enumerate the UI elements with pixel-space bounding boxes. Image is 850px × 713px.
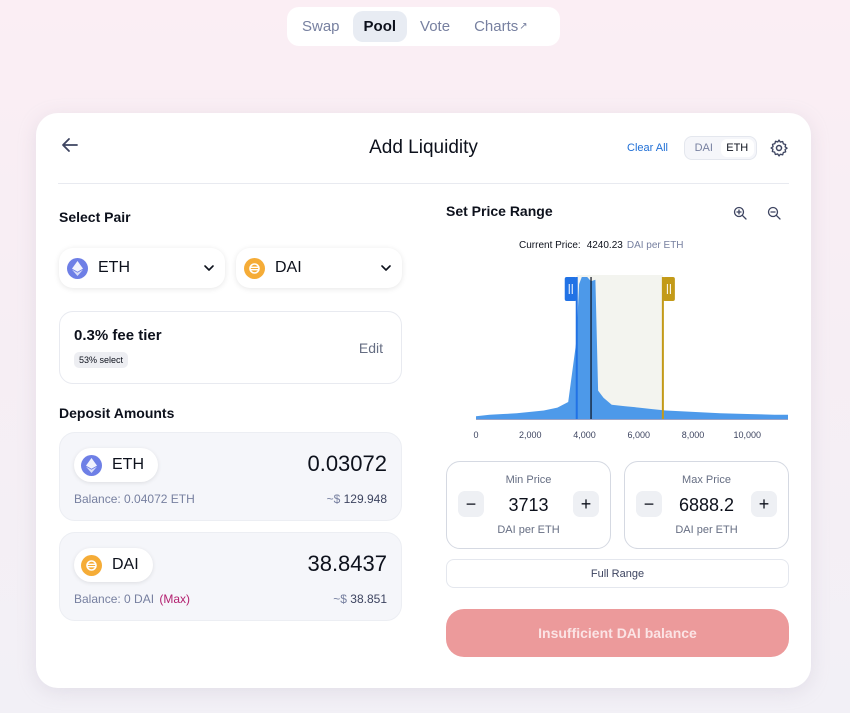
min-price-handle[interactable] [564,277,577,301]
page-title: Add Liquidity [369,137,478,158]
clear-all-button[interactable]: Clear All [627,142,668,154]
x-tick-label: 10,000 [734,430,762,440]
nav-charts[interactable]: Charts ↗ [463,11,539,42]
max-price-increment-button[interactable]: + [751,491,777,517]
max-price-handle[interactable] [662,277,675,301]
max-price-unit: DAI per ETH [675,524,738,536]
token-a-select[interactable]: ETH [59,248,225,288]
deposit-dai-usd-value: 38.851 [350,592,387,606]
current-price-value: 4240.23 [586,240,623,251]
deposit-dai-token: DAI [74,548,153,582]
external-link-icon: ↗ [519,21,528,32]
token-b-select[interactable]: DAI [236,248,402,288]
header-divider [58,183,789,184]
deposit-dai-balance: Balance: 0 DAI [74,592,155,606]
dai-icon [244,257,265,279]
deposit-eth-usd-value: 129.948 [343,492,387,506]
zoom-out-button[interactable] [761,200,787,226]
set-price-range-label: Set Price Range [446,203,553,219]
liquidity-chart[interactable]: 0 2,000 4,000 6,000 8,000 10,000 [470,269,788,449]
select-pair-label: Select Pair [59,209,131,225]
deposit-dai-amount-input[interactable]: 38.8437 [307,551,387,576]
deposit-eth-symbol: ETH [112,456,144,473]
toggle-dai[interactable]: DAI [694,142,713,154]
current-price: Current Price: 4240.23 DAI per ETH [519,240,684,251]
toggle-eth[interactable]: ETH [720,139,754,157]
deposit-eth-usd: ~$ 129.948 [327,492,387,506]
max-price-label: Max Price [682,474,731,486]
nav-pool[interactable]: Pool [352,11,408,42]
deposit-dai-box: DAI 38.8437 Balance: 0 DAI (Max) ~$ 38.8… [59,532,402,621]
token-a-symbol: ETH [98,259,130,276]
max-price-decrement-button[interactable]: − [636,491,662,517]
eth-icon [67,257,88,279]
deposit-eth-box: ETH 0.03072 Balance: 0.04072 ETH ~$ 129.… [59,432,402,521]
chevron-down-icon [204,265,214,271]
eth-icon [81,454,102,476]
fee-edit-button[interactable]: Edit [358,340,383,356]
fee-tier-box: 0.3% fee tier 53% select Edit [59,311,402,384]
chevron-down-icon [381,265,391,271]
card-header: Add Liquidity Clear All DAI ETH [36,113,811,183]
dai-icon [81,554,102,576]
min-price-decrement-button[interactable]: − [458,491,484,517]
x-tick-label: 0 [473,430,478,440]
fee-select-badge: 53% select [74,352,129,368]
max-price-box: Max Price − 6888.2 + DAI per ETH [624,461,789,549]
deposit-dai-balance-row: Balance: 0 DAI (Max) [74,592,190,606]
min-price-input[interactable]: 3713 [508,495,549,515]
nav-charts-label: Charts [474,18,519,35]
top-nav: Swap Pool Vote Charts ↗ [287,7,560,46]
nav-swap[interactable]: Swap [291,11,351,42]
nav-vote-label: Vote [420,18,451,35]
x-tick-label: 4,000 [573,430,596,440]
nav-vote[interactable]: Vote [409,11,461,42]
max-price-input[interactable]: 6888.2 [678,495,735,515]
deposit-dai-usd: ~$ 38.851 [333,592,387,606]
token-b-symbol: DAI [275,259,302,276]
back-arrow-icon[interactable] [60,135,80,155]
x-tick-label: 6,000 [628,430,651,440]
min-price-box: Min Price − 3713 + DAI per ETH [446,461,611,549]
x-tick-label: 2,000 [519,430,542,440]
deposit-eth-balance: Balance: 0.04072 ETH [74,492,195,506]
nav-pool-label: Pool [363,18,397,35]
full-range-button[interactable]: Full Range [446,559,789,588]
token-order-toggle: DAI ETH [684,136,757,160]
x-tick-label: 8,000 [682,430,705,440]
zoom-in-icon [733,206,747,220]
fee-tier-title: 0.3% fee tier [74,327,162,344]
current-price-unit: DAI per ETH [626,240,684,251]
max-button[interactable]: (Max) [159,592,191,606]
deposit-eth-amount-input[interactable]: 0.03072 [307,451,387,476]
add-liquidity-card: Add Liquidity Clear All DAI ETH Select P… [36,113,811,688]
deposit-amounts-label: Deposit Amounts [59,405,175,421]
deposit-eth-token: ETH [74,448,158,482]
min-price-increment-button[interactable]: + [573,491,599,517]
nav-swap-label: Swap [302,18,340,35]
insufficient-balance-button[interactable]: Insufficient DAI balance [446,609,789,657]
deposit-dai-symbol: DAI [112,556,139,573]
min-price-unit: DAI per ETH [497,524,560,536]
gear-icon[interactable] [769,138,789,158]
min-price-label: Min Price [505,474,552,486]
usd-prefix: ~$ [333,592,347,606]
current-price-label: Current Price: [519,240,581,251]
zoom-in-button[interactable] [727,200,753,226]
usd-prefix: ~$ [326,492,341,506]
zoom-out-icon [767,206,781,220]
